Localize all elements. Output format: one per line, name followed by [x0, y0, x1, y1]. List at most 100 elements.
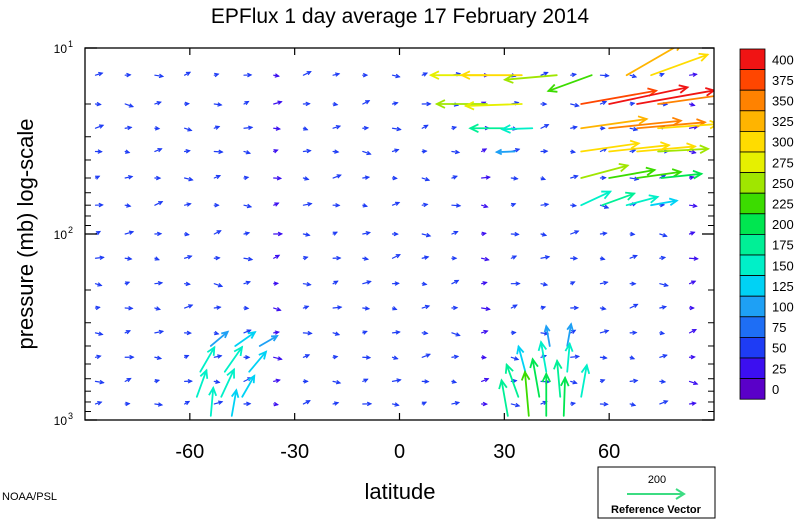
weak-vector: [183, 330, 192, 336]
weak-vector: [243, 401, 252, 407]
weak-vector: [629, 330, 638, 335]
colorbar-swatch: [739, 336, 766, 359]
flux-vector: [520, 369, 531, 417]
flux-vector: [498, 378, 509, 417]
weak-vector: [570, 281, 576, 286]
weak-vector: [332, 149, 340, 154]
weak-vector: [332, 305, 343, 310]
x-axis-ticks: -60 -30 0 30 60: [175, 48, 620, 463]
flux-vector: [199, 345, 216, 373]
weak-vector: [154, 379, 161, 384]
colorbar-label: 375: [772, 73, 794, 88]
colorbar-swatch: [739, 69, 766, 91]
weak-vector: [362, 125, 370, 131]
flux-vector: [625, 194, 660, 207]
weak-vector: [481, 355, 487, 360]
weak-vector: [273, 175, 283, 181]
colorbar-label: 225: [772, 197, 794, 212]
weak-vector: [688, 280, 697, 285]
weak-vector: [362, 203, 369, 208]
flux-vector: [234, 331, 257, 347]
weak-vector: [659, 282, 669, 288]
colorbar-swatch: [739, 254, 766, 277]
y-tick-label: 10: [54, 414, 68, 428]
weak-vector: [273, 73, 280, 78]
flux-vector: [494, 148, 516, 156]
colorbar-swatch: [739, 213, 766, 235]
weak-vector: [391, 73, 401, 79]
credit-label: NOAA/PSL: [2, 491, 57, 503]
flux-vector: [516, 344, 527, 373]
weak-vector: [599, 379, 606, 384]
weak-vector: [213, 72, 220, 78]
weak-vector: [183, 148, 191, 154]
weak-vector: [362, 72, 369, 78]
weak-vector: [510, 176, 519, 181]
weak-vector: [570, 379, 578, 385]
flux-vector: [553, 358, 563, 398]
weak-vector: [213, 102, 223, 107]
weak-vector: [183, 127, 193, 132]
weak-vector: [213, 174, 222, 180]
flux-vector: [657, 95, 714, 105]
flux-vector: [601, 191, 637, 207]
weak-vector: [273, 254, 281, 260]
weak-vector: [362, 306, 371, 311]
weak-vector: [124, 330, 132, 335]
flux-vector: [660, 169, 704, 180]
weak-vector: [273, 281, 280, 286]
weak-vector: [94, 400, 103, 406]
weak-vector: [302, 281, 312, 287]
x-tick-label: 30: [493, 441, 515, 463]
weak-vector: [94, 175, 101, 180]
weak-vector: [540, 176, 547, 181]
weak-vector: [391, 306, 398, 311]
colorbar-swatch: [739, 192, 766, 215]
colorbar-label: 200: [772, 217, 794, 232]
y-tick-exponent: 2: [68, 225, 73, 235]
weak-vector: [659, 400, 669, 405]
weak-vector: [183, 304, 194, 309]
weak-vector: [213, 305, 222, 310]
weak-vector: [421, 149, 428, 154]
weak-vector: [243, 203, 253, 209]
weak-vector: [94, 305, 101, 311]
colorbar-swatch: [739, 295, 766, 318]
weak-vector: [94, 282, 103, 287]
weak-vector: [362, 355, 372, 360]
weak-vector: [688, 380, 699, 386]
weak-vector: [688, 401, 697, 406]
weak-vector: [688, 231, 696, 236]
weak-vector: [332, 124, 342, 130]
weak-vector: [421, 202, 429, 208]
colorbar-swatch: [739, 151, 766, 174]
flux-vector: [537, 340, 548, 373]
x-tick-label: -60: [175, 441, 204, 463]
weak-vector: [391, 231, 399, 237]
weak-vector: [659, 72, 665, 78]
weak-vector: [481, 203, 489, 209]
weak-vector: [510, 304, 518, 309]
weak-vector: [213, 400, 224, 405]
weak-vector: [362, 231, 372, 236]
weak-vector: [659, 305, 668, 310]
colorbar-label: 75: [772, 320, 786, 335]
weak-vector: [154, 73, 165, 79]
weak-vector: [183, 176, 194, 182]
weak-vector: [94, 202, 104, 208]
reference-magnitude: 200: [648, 474, 666, 486]
weak-vector: [510, 202, 517, 208]
flux-vector: [560, 375, 570, 417]
weak-vector: [510, 255, 518, 260]
weak-vector: [391, 355, 399, 360]
weak-vector: [94, 354, 102, 360]
y-tick-exponent: 1: [68, 39, 73, 49]
weak-vector: [629, 303, 639, 309]
weak-vector: [421, 176, 431, 182]
weak-vector: [154, 402, 164, 407]
weak-vector: [451, 230, 459, 236]
weak-vector: [183, 378, 193, 384]
colorbar-label: 25: [772, 361, 786, 376]
y-tick-label: 10: [54, 228, 68, 242]
weak-vector: [599, 401, 609, 407]
